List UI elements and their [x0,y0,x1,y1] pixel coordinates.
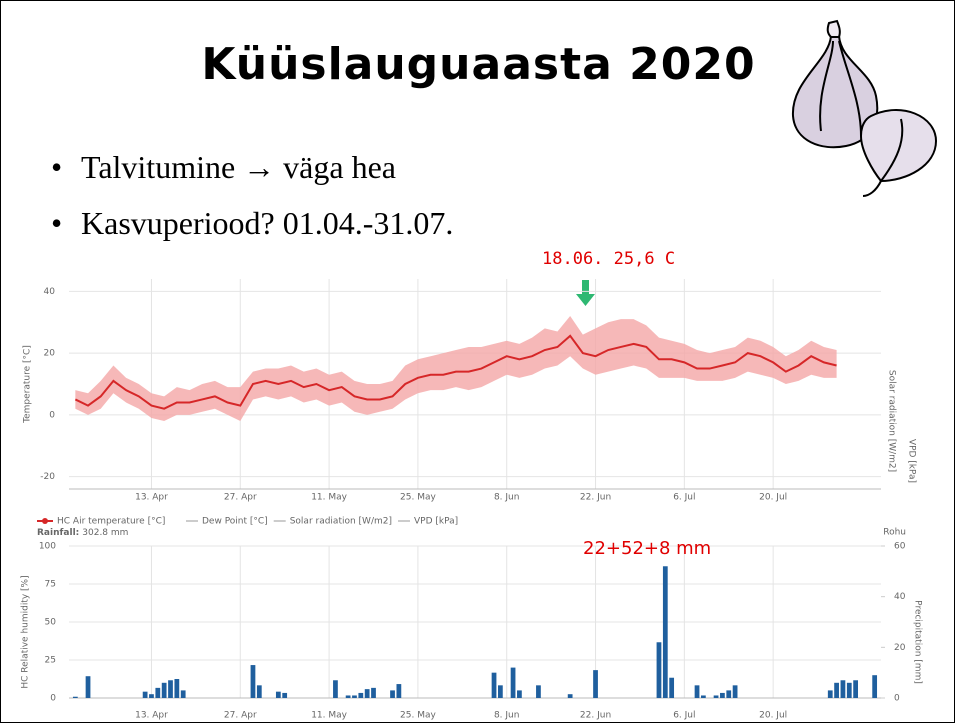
x-tick-label: 11. May [311,493,347,503]
bar [396,684,401,698]
legend-label: Dew Point [°C] [202,517,268,527]
x-tick-label: 6. Jul [673,711,695,721]
legend-label: Solar radiation [W/m2] [290,517,392,527]
legend-marker [42,518,48,524]
x-tick-label: 13. Apr [135,493,168,503]
bar [162,683,167,698]
bar [568,694,573,698]
x-tick-label: 8. Jun [494,711,520,721]
bar [536,685,541,698]
y-tick-label: 40 [44,287,56,297]
annotation: 18.06. 25,6 C [542,249,675,269]
bar [149,694,154,698]
bar [498,685,503,698]
y-axis-label: HC Relative humidity [%] [21,575,31,688]
bar [390,690,395,698]
bar [346,695,351,698]
y2-tick-label: 40 [894,592,906,602]
x-tick-label: 22. Jun [580,711,611,721]
bar [333,680,338,698]
x-tick-label: 27. Apr [224,711,257,721]
legend-label: VPD [kPa] [414,517,458,527]
x-tick-label: 8. Jun [494,493,520,503]
x-tick-label: 6. Jul [673,493,695,503]
y2-axis-label: Solar radiation [W/m2] [887,370,897,472]
location-label: Rohu [883,528,906,538]
x-tick-label: 22. Jun [580,493,611,503]
bar [358,693,363,698]
bar [834,683,839,698]
bar [853,680,858,698]
bar [282,693,287,698]
x-tick-label: 25. May [400,711,436,721]
y-tick-label: 75 [45,580,56,590]
bar [733,685,738,698]
bar [726,690,731,698]
bar [593,670,598,698]
chart-title: Rainfall:302.8 mm [37,528,128,538]
x-tick-label: 25. May [400,493,436,503]
bar [841,680,846,698]
y-tick-label: 0 [50,694,56,704]
y-tick-label: 20 [44,349,56,359]
bar [714,695,719,698]
bar [669,678,674,698]
y-axis-label: Temperature [°C] [23,345,33,424]
legend-label: HC Air temperature [°C] [57,517,165,527]
bar [251,665,256,698]
bar [168,680,173,698]
y-tick-label: 50 [45,618,57,628]
bar [371,688,376,698]
y-tick-label: 100 [39,542,56,552]
bar [352,695,357,698]
annotation-arrow [576,280,595,306]
y-tick-label: 0 [49,410,55,420]
chart-title-value: 302.8 mm [82,528,128,538]
x-tick-label: 27. Apr [224,493,257,503]
bar [847,683,852,698]
x-tick-label: 20. Jul [759,493,787,503]
y2-tick-label: 60 [894,542,906,552]
annotation: 22+52+8 mm [583,538,711,559]
slide: Küüslauguaasta 2020 •Talvitumine → väga … [0,0,955,723]
bar [872,675,877,698]
bar [155,688,160,698]
bar [257,685,262,698]
bar [86,676,91,698]
bar [511,668,516,698]
bar [701,695,706,698]
bar [663,566,668,698]
bar [517,690,522,698]
bar [365,689,370,698]
x-tick-label: 11. May [311,711,347,721]
y2-axis-label: Precipitation [mm] [913,600,923,684]
y2-axis-label: VPD [kPa] [907,439,917,483]
bar [143,692,148,698]
bar [720,693,725,698]
y-tick-label: 25 [45,656,56,666]
range-band [75,316,836,421]
bar [276,692,281,698]
bar [73,697,78,698]
bar [657,642,662,698]
x-tick-label: 13. Apr [135,711,168,721]
y2-tick-label: 0 [894,694,900,704]
y2-tick-label: 20 [894,643,906,653]
x-tick-label: 20. Jul [759,711,787,721]
bar [828,690,833,698]
y-tick-label: -20 [40,472,55,482]
garlic-illustration [793,21,936,196]
bar [492,673,497,698]
bar [695,685,700,698]
bar [181,690,186,698]
bar [174,679,179,698]
charts: -20 0 20 40 13. Apr 27. Apr 11. May 25. May 8. J… [1,1,954,722]
chart-title-label: Rainfall: [37,528,79,538]
